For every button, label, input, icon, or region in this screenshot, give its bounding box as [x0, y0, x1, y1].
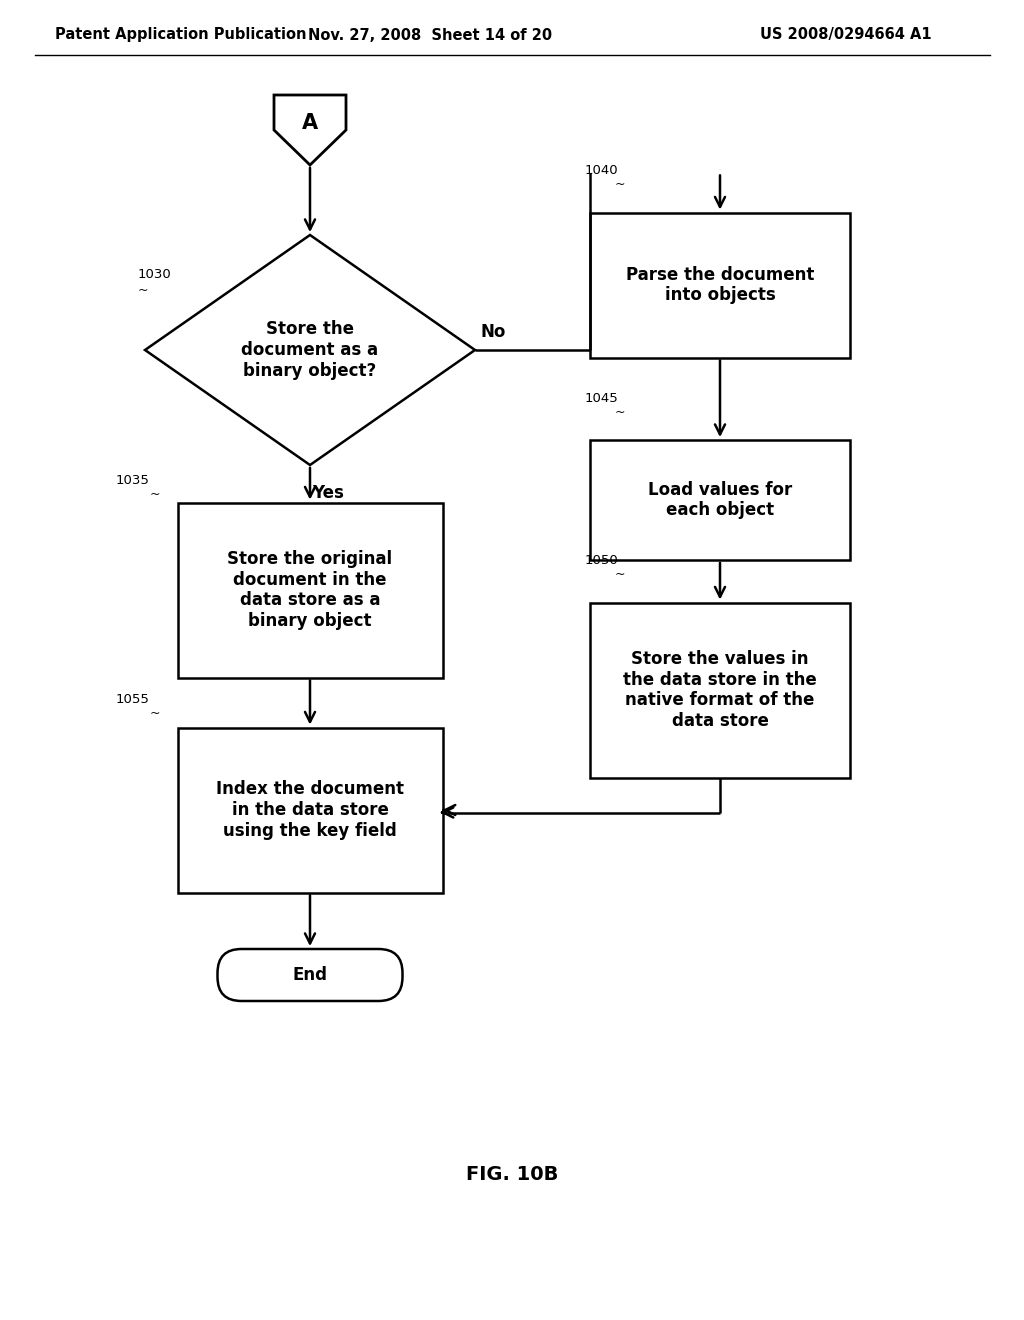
- Text: A: A: [302, 114, 318, 133]
- Text: Load values for
each object: Load values for each object: [648, 480, 793, 519]
- Bar: [177, 503, 442, 677]
- Text: ~: ~: [150, 708, 160, 719]
- Text: ~: ~: [138, 284, 148, 297]
- Polygon shape: [145, 235, 475, 465]
- Text: No: No: [480, 323, 506, 341]
- Text: Yes: Yes: [312, 484, 344, 502]
- Text: FIG. 10B: FIG. 10B: [466, 1166, 558, 1184]
- Text: Parse the document
into objects: Parse the document into objects: [626, 265, 814, 305]
- Text: Store the original
document in the
data store as a
binary object: Store the original document in the data …: [227, 550, 392, 630]
- Text: ~: ~: [150, 488, 160, 502]
- Text: Nov. 27, 2008  Sheet 14 of 20: Nov. 27, 2008 Sheet 14 of 20: [308, 28, 552, 42]
- Text: 1030: 1030: [138, 268, 172, 281]
- Text: 1045: 1045: [585, 392, 618, 404]
- Text: End: End: [293, 966, 328, 983]
- Polygon shape: [274, 95, 346, 165]
- Text: Index the document
in the data store
using the key field: Index the document in the data store usi…: [216, 780, 404, 840]
- Text: 1055: 1055: [116, 693, 150, 706]
- Bar: [590, 440, 850, 560]
- Text: 1035: 1035: [116, 474, 150, 487]
- Bar: [590, 602, 850, 777]
- Text: 1040: 1040: [585, 164, 618, 177]
- Text: Store the values in
the data store in the
native format of the
data store: Store the values in the data store in th…: [624, 649, 817, 730]
- Text: ~: ~: [615, 178, 626, 191]
- Text: US 2008/0294664 A1: US 2008/0294664 A1: [760, 28, 932, 42]
- Text: 1050: 1050: [585, 554, 618, 568]
- Bar: [590, 213, 850, 358]
- Text: ~: ~: [615, 568, 626, 581]
- Bar: [177, 727, 442, 892]
- Text: ~: ~: [615, 405, 626, 418]
- FancyBboxPatch shape: [217, 949, 402, 1001]
- Text: Store the
document as a
binary object?: Store the document as a binary object?: [242, 321, 379, 380]
- Text: Patent Application Publication: Patent Application Publication: [55, 28, 306, 42]
